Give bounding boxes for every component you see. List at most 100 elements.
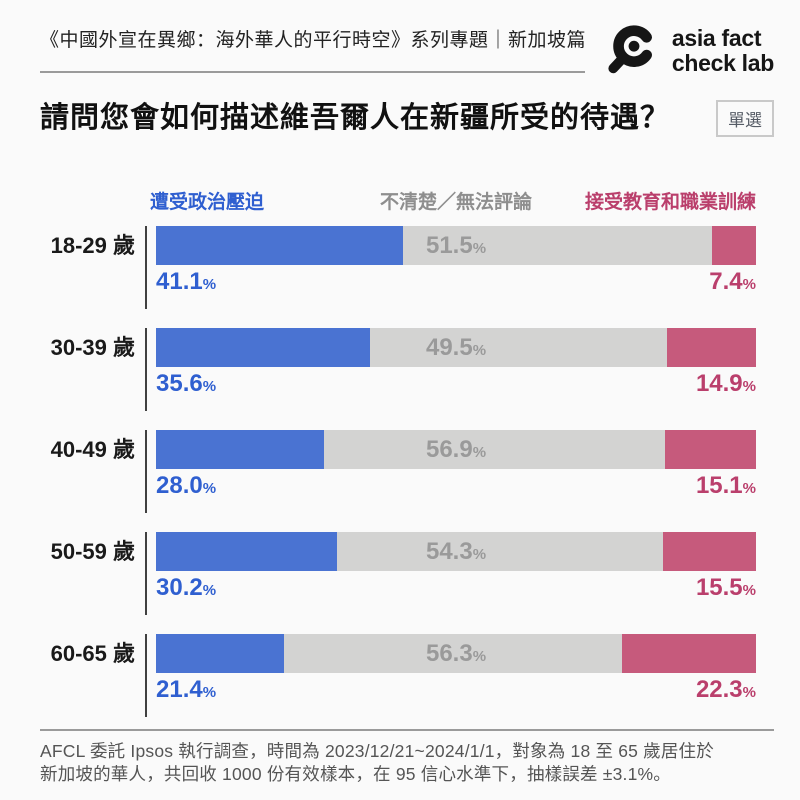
unclear-value-label: 56.3% — [156, 634, 756, 673]
political-oppression-value: 21.4% — [156, 676, 216, 704]
chart-legend: 遭受政治壓迫 不清楚／無法評論 接受教育和職業訓練 — [150, 187, 756, 213]
segment-education-training — [662, 532, 756, 571]
chart-row: 50-59 歲 54.3% 30.2% 15.5% — [40, 532, 774, 615]
age-group-label: 50-59 歲 — [50, 539, 135, 564]
logo-wordmark: asia fact check lab — [672, 26, 774, 76]
segment-education-training — [665, 430, 756, 469]
education-training-value-number: 7.4 — [709, 268, 743, 295]
education-training-value-percent-sign: % — [742, 378, 756, 395]
afcl-logo: asia fact check lab — [605, 22, 774, 80]
political-oppression-value-number: 41.1 — [156, 268, 203, 295]
single-choice-badge: 單選 — [716, 100, 774, 137]
logo-line-1: asia fact — [671, 25, 762, 51]
education-training-value-percent-sign: % — [742, 480, 756, 497]
stacked-bar: 49.5% — [156, 328, 756, 367]
value-labels: 35.6% 14.9% — [156, 367, 756, 405]
legend-item-unclear: 不清楚／無法評論 — [379, 192, 533, 213]
education-training-value-number: 22.3 — [695, 676, 743, 703]
political-oppression-value: 35.6% — [156, 370, 216, 398]
chart-rows: 18-29 歲 51.5% 41.1% 7.4% 30-39 歲 49.5% 35.6% 14… — [40, 226, 774, 717]
age-group-label: 30-39 歲 — [50, 335, 135, 360]
unclear-value-number: 56.3 — [425, 640, 473, 667]
political-oppression-value-number: 21.4 — [156, 676, 203, 703]
segment-education-training — [622, 634, 756, 673]
stacked-bar: 51.5% — [156, 226, 756, 265]
segment-unclear — [337, 532, 663, 571]
segment-political-oppression — [156, 226, 403, 265]
unclear-value-number: 56.9 — [425, 436, 473, 463]
political-oppression-value-number: 28.0 — [156, 472, 203, 499]
footer-divider — [40, 729, 774, 731]
legend-item-political-oppression: 遭受政治壓迫 — [150, 192, 265, 213]
education-training-value-percent-sign: % — [742, 276, 756, 293]
header: 《中國外宣在異鄉：海外華人的平行時空》系列專題｜新加坡篇 asia fact c… — [40, 25, 774, 76]
chart-row: 18-29 歲 51.5% 41.1% 7.4% — [40, 226, 774, 309]
political-oppression-value-percent-sign: % — [202, 276, 217, 293]
education-training-value-number: 15.1 — [695, 472, 743, 499]
unclear-value-number: 51.5 — [425, 232, 473, 259]
question-title: 請問您會如何描述維吾爾人在新疆所受的待遇？ — [40, 102, 671, 134]
bar-area: 56.9% 28.0% 15.1% — [145, 430, 756, 513]
footnote-line-1: AFCL 委託 Ipsos 執行調查，時間為 2023/12/21~2024/1… — [40, 741, 714, 761]
political-oppression-value-number: 35.6 — [156, 370, 203, 397]
stacked-bar: 56.9% — [156, 430, 756, 469]
unclear-value-label: 54.3% — [156, 532, 756, 571]
segment-political-oppression — [156, 532, 338, 571]
unclear-value-label: 51.5% — [156, 226, 756, 265]
unclear-percent-sign: % — [472, 240, 487, 257]
legend-item-education-training: 接受教育和職業訓練 — [584, 192, 756, 213]
education-training-value: 15.1% — [696, 472, 756, 500]
political-oppression-value: 28.0% — [156, 472, 216, 500]
political-oppression-value-percent-sign: % — [202, 582, 217, 599]
segment-political-oppression — [156, 634, 285, 673]
political-oppression-value: 30.2% — [156, 574, 216, 602]
bar-area: 49.5% 35.6% 14.9% — [145, 328, 756, 411]
education-training-value: 14.9% — [696, 370, 756, 398]
segment-education-training — [666, 328, 756, 367]
value-labels: 21.4% 22.3% — [156, 673, 756, 711]
series-title: 《中國外宣在異鄉：海外華人的平行時空》系列專題｜新加坡篇 — [40, 30, 587, 51]
education-training-value-percent-sign: % — [742, 684, 756, 701]
chart-row: 30-39 歲 49.5% 35.6% 14.9% — [40, 328, 774, 411]
segment-political-oppression — [156, 430, 324, 469]
political-oppression-value: 41.1% — [156, 268, 216, 296]
bar-area: 54.3% 30.2% 15.5% — [145, 532, 756, 615]
age-group-label: 60-65 歲 — [50, 641, 135, 666]
unclear-value-label: 56.9% — [156, 430, 756, 469]
unclear-percent-sign: % — [472, 444, 487, 461]
stacked-bar: 56.3% — [156, 634, 756, 673]
education-training-value-number: 15.5 — [695, 574, 743, 601]
chart: 遭受政治壓迫 不清楚／無法評論 接受教育和職業訓練 18-29 歲 51.5% 41… — [40, 187, 774, 717]
segment-unclear — [402, 226, 712, 265]
segment-unclear — [369, 328, 667, 367]
education-training-value-number: 14.9 — [695, 370, 743, 397]
segment-unclear — [284, 634, 623, 673]
unclear-percent-sign: % — [472, 648, 487, 665]
unclear-percent-sign: % — [472, 546, 487, 563]
bar-area: 51.5% 41.1% 7.4% — [145, 226, 756, 309]
unclear-value-number: 54.3 — [425, 538, 473, 565]
political-oppression-value-percent-sign: % — [202, 480, 217, 497]
magnifier-icon — [608, 25, 652, 74]
political-oppression-value-number: 30.2 — [156, 574, 203, 601]
segment-education-training — [711, 226, 756, 265]
chart-row: 40-49 歲 56.9% 28.0% 15.1% — [40, 430, 774, 513]
political-oppression-value-percent-sign: % — [202, 684, 217, 701]
education-training-value: 15.5% — [696, 574, 756, 602]
age-group-label: 40-49 歲 — [50, 437, 135, 462]
logo-line-2: check lab — [671, 50, 774, 76]
footnote: AFCL 委託 Ipsos 執行調查，時間為 2023/12/21~2024/1… — [40, 740, 774, 785]
bar-area: 56.3% 21.4% 22.3% — [145, 634, 756, 717]
unclear-percent-sign: % — [472, 342, 487, 359]
value-labels: 28.0% 15.1% — [156, 469, 756, 507]
segment-unclear — [324, 430, 666, 469]
stacked-bar: 54.3% — [156, 532, 756, 571]
age-group-label: 18-29 歲 — [50, 233, 135, 258]
chart-row: 60-65 歲 56.3% 21.4% 22.3% — [40, 634, 774, 717]
education-training-value-percent-sign: % — [742, 582, 756, 599]
unclear-value-label: 49.5% — [156, 328, 756, 367]
segment-political-oppression — [156, 328, 370, 367]
education-training-value: 22.3% — [696, 676, 756, 704]
value-labels: 30.2% 15.5% — [156, 571, 756, 609]
education-training-value: 7.4% — [709, 268, 756, 296]
